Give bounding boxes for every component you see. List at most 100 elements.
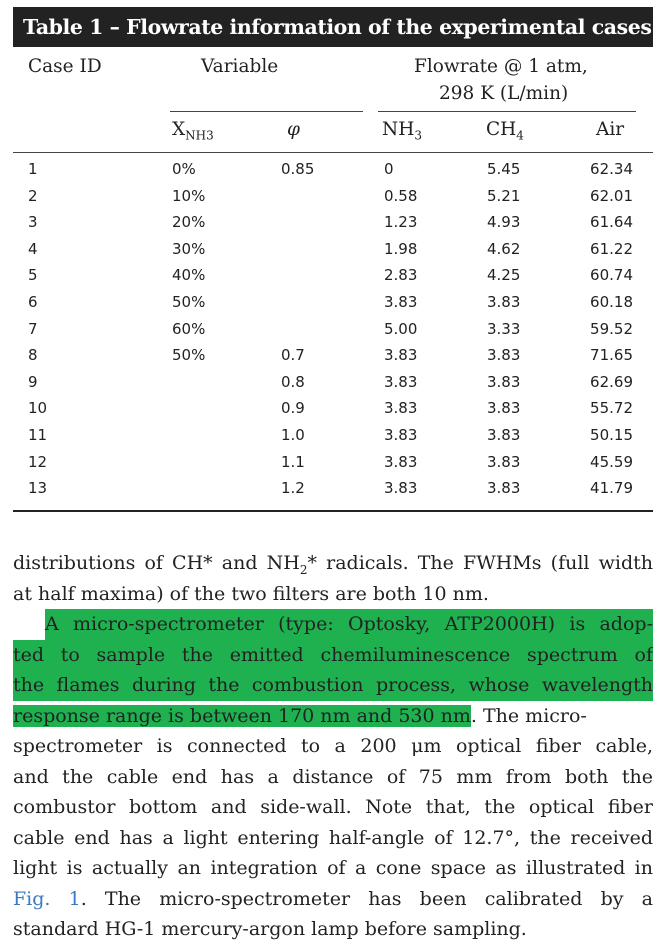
text-line: cable end has a light entering half-angl… — [13, 826, 653, 849]
highlighted-sentence: A micro-spectrometer (type: Optosky, ATP… — [45, 609, 653, 640]
cell-x-nh3: 50% — [172, 293, 206, 311]
cell-case-id: 12 — [28, 452, 48, 471]
cell-nh3: 0.58 — [384, 186, 418, 205]
header-flowrate-line1: Flowrate @ 1 atm, — [414, 56, 588, 77]
header-phi: φ — [287, 119, 300, 140]
cell-air: 60.74 — [590, 266, 633, 285]
cell-nh3: 3.83 — [384, 293, 418, 311]
cell-phi: 1.2 — [281, 479, 305, 498]
cell-phi: 0.8 — [281, 372, 305, 391]
cell-nh3: 0 — [384, 160, 394, 178]
cell-nh3: 3.83 — [384, 479, 418, 498]
text-line: light is actually an integration of a co… — [13, 857, 653, 879]
text-line: combustor bottom and side-wall. Note tha… — [13, 796, 653, 818]
cell-ch4: 3.33 — [487, 319, 521, 338]
cell-x-nh3: 30% — [172, 239, 206, 258]
cell-nh3: 5.00 — [384, 319, 418, 338]
cell-air: 61.64 — [590, 213, 633, 232]
cell-nh3: 3.83 — [384, 372, 418, 391]
header-case-id: Case ID — [28, 56, 102, 77]
cell-case-id: 4 — [28, 239, 38, 258]
cell-nh3: 3.83 — [384, 452, 418, 471]
cell-ch4: 3.83 — [487, 399, 521, 418]
cell-case-id: 9 — [28, 372, 38, 391]
cell-ch4: 4.62 — [487, 239, 521, 258]
header-nh3: NH3 — [382, 119, 422, 143]
header-bottom-rule — [13, 152, 653, 153]
cell-case-id: 3 — [28, 213, 38, 232]
cell-air: 41.79 — [590, 479, 633, 498]
cell-air: 55.72 — [590, 399, 633, 418]
highlighted-line: ted to sample the emitted chemiluminesce… — [13, 639, 653, 670]
highlighted-line: A micro-spectrometer (type: Optosky, ATP… — [13, 609, 653, 640]
cell-air: 71.65 — [590, 346, 633, 365]
text-line: Fig. 1. The micro-spectrometer has been … — [13, 887, 653, 910]
table-bottom-rule — [13, 510, 653, 512]
cell-x-nh3: 10% — [172, 186, 206, 205]
cell-air: 45.59 — [590, 452, 633, 471]
header-flowrate-line2: 298 K (L/min) — [439, 83, 569, 104]
cell-phi: 0.9 — [281, 399, 305, 418]
cell-x-nh3: 0% — [172, 160, 196, 178]
cell-nh3: 1.98 — [384, 239, 418, 258]
cell-x-nh3: 50% — [172, 346, 206, 365]
cell-x-nh3: 20% — [172, 213, 206, 232]
cell-nh3: 2.83 — [384, 266, 418, 285]
highlighted-line: the flames during the combustion process… — [13, 670, 653, 701]
cell-nh3: 3.83 — [384, 399, 418, 418]
text-line: standard HG-1 mercury-argon lamp before … — [13, 918, 527, 940]
cell-air: 50.15 — [590, 426, 633, 444]
cell-air: 62.69 — [590, 372, 633, 391]
cell-case-id: 5 — [28, 266, 38, 285]
flowrate-group-rule — [378, 111, 636, 112]
variable-group-rule — [170, 111, 363, 112]
cell-ch4: 3.83 — [487, 346, 521, 365]
cell-ch4: 3.83 — [487, 452, 521, 471]
cell-ch4: 3.83 — [487, 372, 521, 391]
cell-ch4: 3.83 — [487, 479, 521, 498]
cell-phi: 0.7 — [281, 346, 305, 365]
figure-link[interactable]: Fig. 1 — [13, 887, 81, 910]
cell-nh3: 1.23 — [384, 213, 418, 232]
cell-x-nh3: 40% — [172, 266, 206, 285]
cell-air: 59.52 — [590, 319, 633, 338]
cell-ch4: 5.21 — [487, 186, 521, 205]
cell-ch4: 5.45 — [487, 160, 521, 178]
header-x-nh3: XNH3 — [172, 119, 214, 143]
body-text: distributions of CH* and NH2* radicals. … — [13, 548, 653, 945]
cell-nh3: 3.83 — [384, 346, 418, 365]
text-line: spectrometer is connected to a 200 μm op… — [13, 735, 653, 757]
text-line: distributions of CH* and NH2* radicals. … — [13, 552, 653, 577]
cell-ch4: 3.83 — [487, 426, 521, 444]
cell-air: 62.01 — [590, 186, 633, 205]
cell-case-id: 13 — [28, 479, 48, 498]
cell-phi: 1.0 — [281, 426, 305, 444]
cell-case-id: 8 — [28, 346, 38, 365]
text-line: at half maxima) of the two filters are b… — [13, 582, 489, 605]
header-air: Air — [596, 119, 625, 140]
cell-ch4: 4.25 — [487, 266, 521, 285]
highlighted-sentence: ted to sample the emitted chemiluminesce… — [13, 639, 653, 670]
cell-case-id: 10 — [28, 399, 48, 418]
cell-nh3: 3.83 — [384, 426, 418, 444]
cell-ch4: 4.93 — [487, 213, 521, 232]
cell-case-id: 11 — [28, 426, 48, 444]
text-line: and the cable end has a distance of 75 m… — [13, 765, 653, 788]
header-variable: Variable — [201, 56, 279, 77]
cell-phi: 1.1 — [281, 452, 305, 471]
cell-air: 61.22 — [590, 239, 633, 258]
cell-case-id: 7 — [28, 319, 38, 338]
cell-ch4: 3.83 — [487, 293, 521, 311]
table-title: Table 1 – Flowrate information of the ex… — [13, 7, 653, 47]
highlighted-sentence: the flames during the combustion process… — [13, 670, 653, 701]
text-line: response range is between 170 nm and 530… — [13, 704, 587, 727]
cell-x-nh3: 60% — [172, 319, 206, 338]
cell-air: 60.18 — [590, 293, 633, 311]
cell-case-id: 1 — [28, 160, 38, 178]
cell-phi: 0.85 — [281, 160, 315, 178]
cell-case-id: 6 — [28, 293, 38, 311]
cell-case-id: 2 — [28, 186, 38, 205]
header-ch4: CH4 — [486, 119, 524, 143]
highlighted-sentence: response range is between 170 nm and 530… — [13, 704, 471, 727]
